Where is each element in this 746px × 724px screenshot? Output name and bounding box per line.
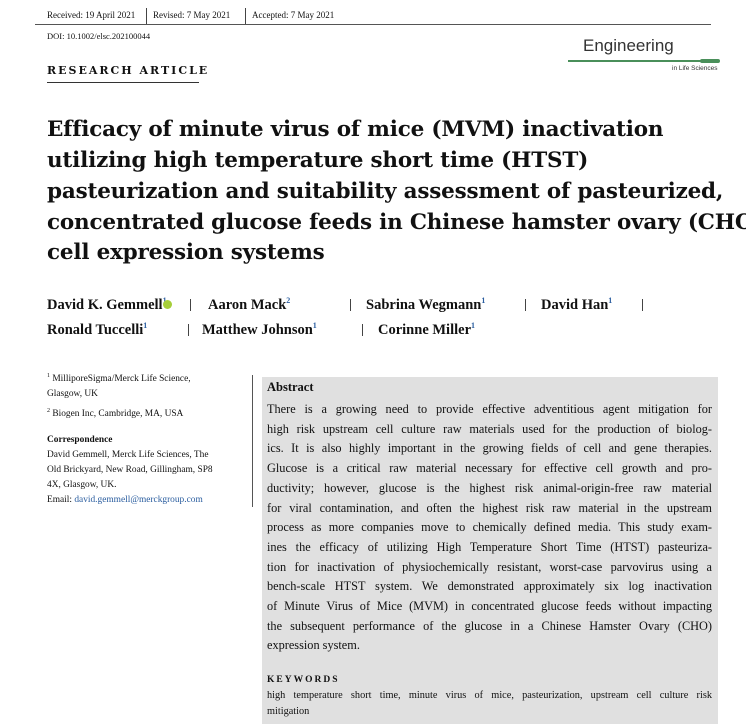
divider <box>146 8 147 24</box>
article-type: RESEARCH ARTICLE <box>47 64 210 77</box>
author[interactable]: Matthew Johnson1 <box>202 321 317 338</box>
title-line: concentrated glucose feeds in Chinese ha… <box>47 210 746 235</box>
abstract-line: of Minute Virus of Mice (MVM) in concent… <box>267 599 712 613</box>
divider <box>642 299 643 311</box>
correspondence: Correspondence David Gemmell, Merck Life… <box>47 435 213 505</box>
author[interactable]: Aaron Mack2 <box>208 296 291 313</box>
divider <box>188 324 189 336</box>
journal-name: Engineering <box>583 36 674 55</box>
accepted-date: Accepted: 7 May 2021 <box>252 10 335 20</box>
abstract-line: high risk upstream cell culture raw mate… <box>267 421 712 436</box>
abstract-line: ductivity; however, glucose is the highe… <box>267 480 712 495</box>
abstract-line: Glucose is a critical raw material neces… <box>267 461 712 476</box>
abstract-line: ines the efficacy of utilizing High Temp… <box>267 539 712 554</box>
abstract-line: tion for inactivation of physiochemicall… <box>267 559 712 574</box>
abstract-line: expression system. <box>267 638 360 653</box>
logo-line <box>568 60 708 62</box>
abstract-heading: Abstract <box>267 380 314 394</box>
divider <box>245 8 246 24</box>
divider <box>190 299 191 311</box>
author[interactable]: David K. Gemmell1 <box>47 296 167 313</box>
keywords-line: mitigation <box>267 706 310 717</box>
divider <box>362 324 363 336</box>
header-rule <box>35 24 711 25</box>
abstract-line: the subsequent performance of the glucos… <box>267 618 712 633</box>
divider <box>350 299 351 311</box>
abstract-line: ics. It is also highly important in the … <box>267 441 712 456</box>
title-line: cell expression systems <box>47 240 325 265</box>
revised-date: Revised: 7 May 2021 <box>153 10 231 20</box>
affiliation: 1 MilliporeSigma/Merck Life Science, Gla… <box>47 373 191 420</box>
abstract-line: for viral contamination, and often the h… <box>267 500 712 515</box>
journal-logo: Engineering in Life Sciences <box>568 36 720 76</box>
author[interactable]: Sabrina Wegmann1 <box>366 296 486 313</box>
abstract-line: There is a growing need to provide effec… <box>267 402 712 416</box>
article-type-underline <box>47 82 199 83</box>
correspondence-heading: Correspondence <box>47 435 113 445</box>
email-link[interactable]: david.gemmell@merckgroup.com <box>74 495 203 505</box>
author[interactable]: Corinne Miller1 <box>378 321 476 338</box>
logo-pill <box>700 59 720 63</box>
title-line: Efficacy of minute virus of mice (MVM) i… <box>47 117 664 142</box>
abstract-line: process as more companies move to chemic… <box>267 520 712 535</box>
keywords-line: high temperature short time, minute viru… <box>267 690 712 701</box>
title-line: utilizing high temperature short time (H… <box>47 148 589 173</box>
divider <box>525 299 526 311</box>
title-line: pasteurization and suitability assessmen… <box>47 179 724 204</box>
keywords-heading: KEYWORDS <box>267 675 340 685</box>
column-divider <box>252 375 253 507</box>
author[interactable]: David Han1 <box>541 296 613 313</box>
orcid-icon[interactable] <box>163 300 172 309</box>
doi: DOI: 10.1002/elsc.202100044 <box>47 31 151 41</box>
received-date: Received: 19 April 2021 <box>47 10 136 20</box>
journal-sub: in Life Sciences <box>672 65 718 72</box>
abstract-box: Abstract There is a growing need to prov… <box>262 377 718 724</box>
abstract-line: bench-scale HTST system. We demonstrated… <box>267 579 712 594</box>
author[interactable]: Ronald Tuccelli1 <box>47 321 148 338</box>
